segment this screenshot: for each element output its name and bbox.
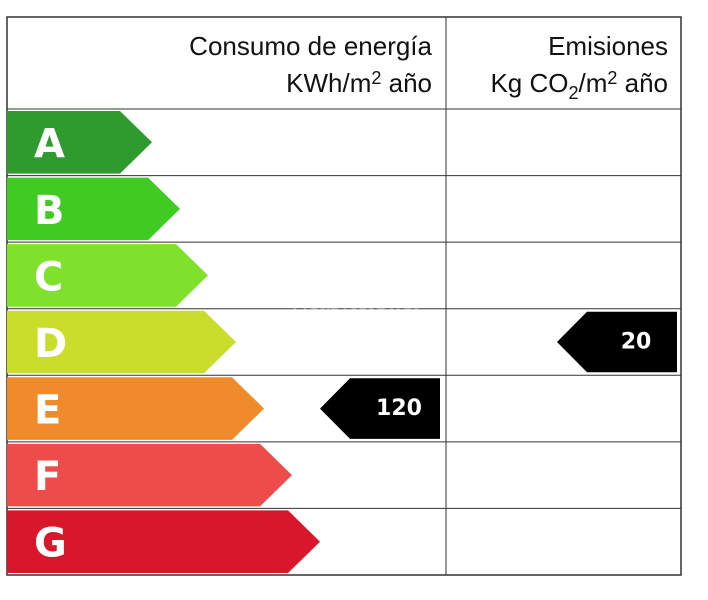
rating-arrow	[7, 244, 208, 307]
rating-letter: F	[34, 454, 61, 500]
energy-title: Consumo de energía	[189, 31, 432, 61]
rating-marker	[320, 378, 440, 439]
rating-arrow	[7, 510, 320, 573]
unit-text: KWh/m	[286, 68, 371, 98]
unit-text: /m	[578, 68, 607, 98]
rating-letter: C	[34, 254, 63, 300]
energy-unit: KWh/m2 año	[286, 68, 432, 98]
unit-sup: 2	[607, 68, 617, 88]
rating-arrow	[7, 111, 152, 174]
unit-text: año	[617, 68, 668, 98]
rating-letter: D	[34, 321, 67, 367]
marker-value: 120	[376, 396, 422, 421]
rating-arrow	[7, 443, 292, 507]
rating-arrow	[7, 310, 236, 374]
rating-marker	[557, 311, 677, 373]
rating-letter: E	[34, 388, 61, 434]
unit-sup: 2	[371, 68, 381, 88]
marker-value: 20	[621, 330, 652, 355]
emissions-unit: Kg CO2/m2 año	[490, 68, 668, 103]
rating-letter: A	[34, 121, 65, 167]
unit-sub: 2	[568, 83, 578, 103]
unit-text: año	[381, 68, 432, 98]
rating-arrow	[7, 377, 264, 440]
watermark: habitaclia	[292, 284, 419, 317]
emissions-title: Emisiones	[548, 31, 668, 61]
rating-letter: B	[34, 188, 65, 234]
unit-text: Kg CO	[490, 68, 568, 98]
rating-letter: G	[34, 521, 67, 567]
rating-arrow	[7, 177, 180, 241]
